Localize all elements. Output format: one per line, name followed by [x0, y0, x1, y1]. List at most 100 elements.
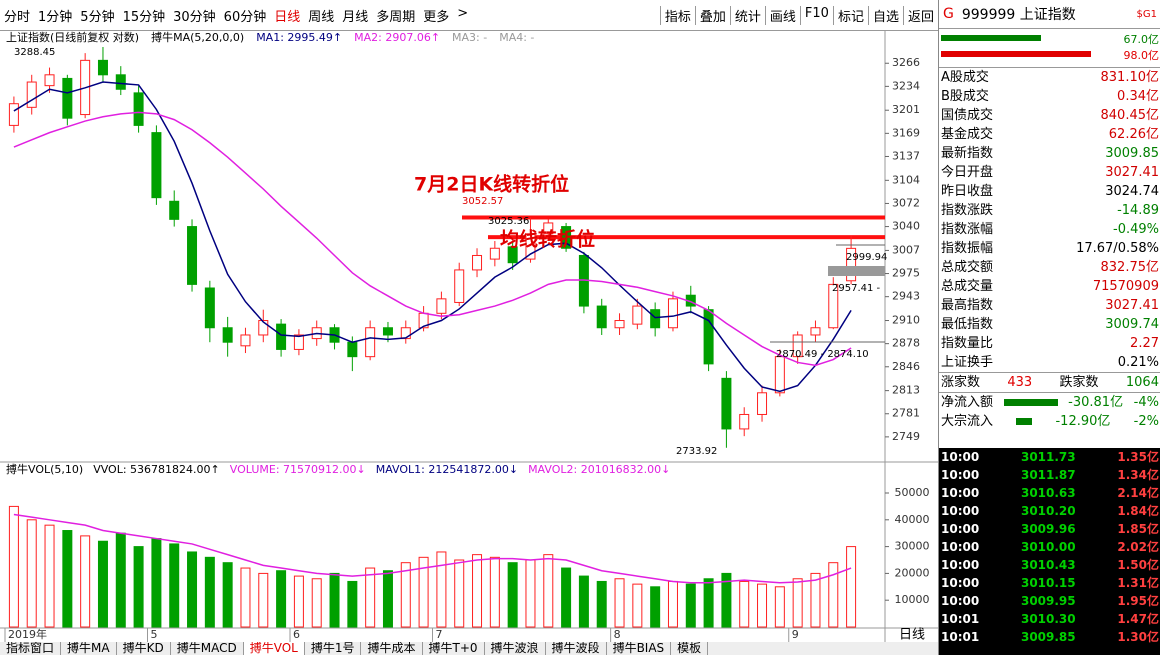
toolbar-button[interactable]: 15分钟	[122, 9, 166, 25]
chart-header: MA1: 2995.49↑	[256, 31, 342, 44]
flow-value: -12.90亿	[1055, 414, 1111, 429]
tick-row: 10:00 3011.87 1.34亿	[939, 466, 1160, 484]
tab[interactable]: 搏牛成本	[361, 642, 423, 655]
toolbar-button[interactable]: 周线	[308, 9, 335, 25]
candle-body	[62, 77, 73, 119]
stat-value: -0.49%	[1113, 222, 1159, 237]
toolbar-button[interactable]: 标记	[832, 5, 868, 25]
flow-label: 净流入额	[941, 395, 994, 410]
candle-body	[365, 327, 376, 358]
tab[interactable]: 搏牛MA	[61, 642, 117, 655]
tab[interactable]: 搏牛T+0	[423, 642, 485, 655]
stat-label: B股成交	[941, 89, 989, 104]
tab[interactable]: 搏牛波浪	[485, 642, 546, 655]
stat-row: 今日开盘 3027.41	[939, 163, 1160, 182]
candle-body	[650, 309, 661, 329]
candle-body	[489, 247, 500, 260]
tab[interactable]: 搏牛BIAS	[607, 642, 672, 655]
candle-body	[543, 222, 554, 235]
toolbar-button[interactable]: 1分钟	[38, 9, 73, 25]
stat-row: 最新指数 3009.85	[939, 144, 1160, 163]
candle-body	[44, 74, 55, 87]
volume-header: MAVOL1: 212541872.00↓	[376, 463, 518, 476]
note: 均线转折位	[500, 228, 595, 251]
tab[interactable]: 搏牛MACD	[171, 642, 244, 655]
candle-body	[97, 59, 108, 76]
divider	[939, 67, 1160, 68]
toolbar-button[interactable]: 月线	[342, 9, 369, 25]
volume-header: MAVOL2: 201016832.00↓	[528, 463, 670, 476]
candle-body	[792, 334, 803, 358]
toolbar-button[interactable]: F10	[799, 5, 833, 25]
annotation: 3025.36	[488, 216, 529, 227]
toolbar-button[interactable]: 分时	[4, 9, 31, 25]
stat-label: 指数涨跌	[941, 203, 994, 218]
tick-time: 10:00	[941, 576, 980, 590]
stat-value: 831.10亿	[1100, 70, 1160, 85]
stat-value: 3027.41	[1105, 165, 1159, 180]
annotation: 3052.57	[462, 196, 503, 207]
toolbar-button[interactable]: 更多	[423, 9, 450, 25]
stat-label: 总成交量	[941, 279, 994, 294]
toolbar-button[interactable]: 5分钟	[80, 9, 115, 25]
volume-bar	[293, 575, 304, 628]
toolbar-button[interactable]: 指标	[659, 5, 695, 25]
candle-body	[828, 283, 839, 329]
candle-body	[382, 327, 393, 336]
volume-bar	[454, 559, 465, 628]
level-line	[462, 215, 885, 220]
candle-body	[454, 269, 465, 303]
flow-value: -30.81亿	[1068, 395, 1124, 410]
candle-body	[347, 341, 358, 358]
toolbar-button[interactable]: 叠加	[694, 5, 730, 25]
candle-body	[187, 226, 198, 285]
volume-header: VVOL: 536781824.00↑	[93, 463, 220, 476]
toolbar-button[interactable]: 日线	[274, 9, 301, 25]
toolbar-button[interactable]: >	[457, 5, 469, 21]
tab[interactable]: 模板	[671, 642, 709, 655]
ma-line	[13, 81, 852, 393]
stat-value: 3009.74	[1105, 317, 1159, 332]
breadth: 涨家数	[941, 375, 981, 390]
volume-bar	[133, 546, 144, 628]
y-tick-label: 2878	[892, 337, 920, 350]
tab[interactable]: 搏牛1号	[305, 642, 362, 655]
tick-row: 10:00 3009.95 1.95亿	[939, 592, 1160, 610]
volume-bar	[26, 519, 37, 628]
stat-label: 昨日收盘	[941, 184, 994, 199]
toolbar-button[interactable]: 多周期	[376, 9, 416, 25]
tick-price: 3010.00	[1020, 540, 1076, 554]
toolbar-button[interactable]: 画线	[764, 5, 800, 25]
y-tick-label: 2975	[892, 267, 920, 280]
tab[interactable]: 搏牛KD	[117, 642, 171, 655]
tab[interactable]: 指标窗口	[0, 642, 62, 655]
toolbar-button[interactable]: 统计	[729, 5, 765, 25]
candle-body	[436, 298, 447, 314]
toolbar-button[interactable]: 自选	[867, 5, 903, 25]
volume-bar	[365, 567, 376, 628]
tab[interactable]: 搏牛波段	[546, 642, 607, 655]
tab[interactable]: 搏牛VOL	[243, 642, 305, 655]
volume-bar	[774, 586, 785, 628]
candle-body	[739, 413, 750, 430]
stat-row: 国债成交 840.45亿	[939, 106, 1160, 125]
volume-bar	[400, 562, 411, 628]
bar-label: 67.0亿	[1123, 33, 1160, 46]
stat-value: -14.89	[1117, 203, 1159, 218]
tick-time: 10:00	[941, 540, 980, 554]
y-tick-label: 3072	[892, 196, 920, 209]
x-tick-label: 8	[614, 628, 621, 641]
toolbar-button[interactable]: 60分钟	[223, 9, 267, 25]
volume-bar	[418, 556, 429, 628]
tick-row: 10:01 3009.85 1.30亿	[939, 628, 1160, 646]
volume-bar	[311, 578, 322, 628]
flow-bar	[1003, 399, 1058, 406]
breadth: 跌家数	[1059, 375, 1099, 390]
toolbar-button[interactable]: 返回	[902, 5, 938, 25]
stat-row: 指数量比 2.27	[939, 334, 1160, 353]
annotation: 2999.94	[846, 252, 887, 263]
candle-body	[276, 323, 287, 350]
toolbar-button[interactable]: 30分钟	[173, 9, 216, 25]
volume-bar	[685, 583, 696, 628]
annotation: 2733.92	[676, 446, 717, 457]
